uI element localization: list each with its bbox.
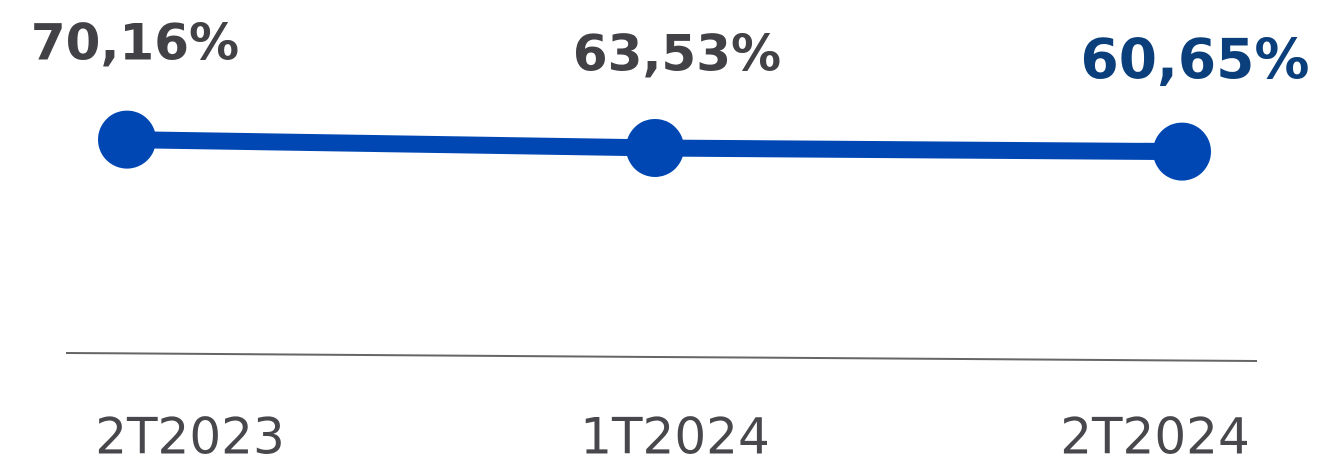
- point: [1153, 122, 1211, 181]
- x-tick-label: 1T2024: [580, 408, 770, 466]
- point: [98, 110, 156, 169]
- value-label: 60,65%: [1080, 27, 1309, 91]
- value-label: 70,16%: [31, 14, 239, 72]
- point: [626, 118, 684, 177]
- x-tick-label: 2T2023: [95, 408, 285, 466]
- x-tick-label: 2T2024: [1060, 408, 1250, 466]
- value-label: 63,53%: [573, 25, 781, 83]
- baseline: [65, 352, 1258, 362]
